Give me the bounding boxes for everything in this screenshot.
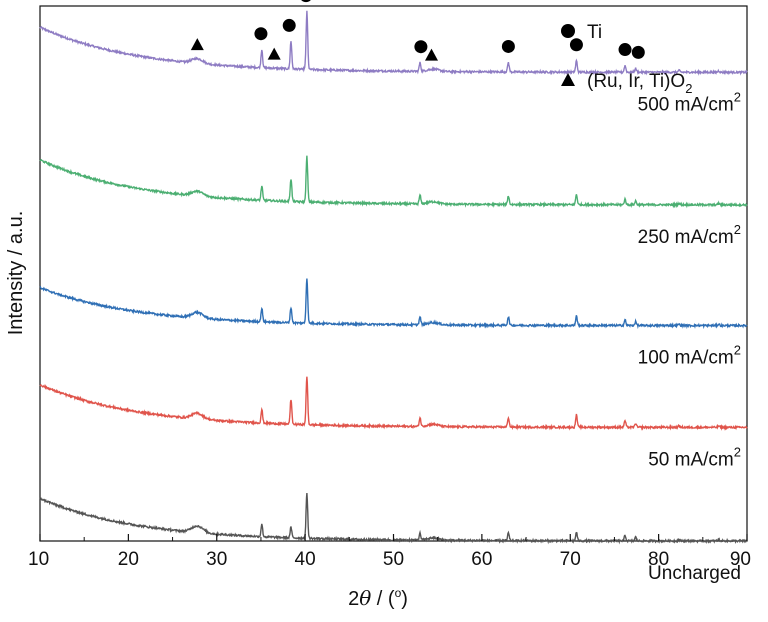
series-label-3: 50 mA/cm2	[648, 444, 741, 470]
ti-peak-marker	[282, 18, 296, 32]
x-axis-title: 2θ / (o)	[348, 586, 408, 610]
series-label-text: Uncharged	[648, 563, 741, 584]
ti-peak-marker	[301, 0, 311, 3]
series-line-3	[39, 376, 748, 431]
series-label-text: 250 mA/cm	[638, 227, 734, 248]
ti-peak-marker	[254, 27, 268, 41]
ti-peak-marker	[569, 38, 583, 52]
series-label-sup: 2	[734, 343, 741, 358]
series-label-text: 500 mA/cm	[638, 94, 734, 115]
x-tick-label: 70	[560, 549, 581, 570]
x-tick-label: 80	[648, 549, 669, 570]
x-tick-label: 20	[118, 549, 139, 570]
ti-peak-marker	[501, 39, 515, 53]
oxide-peak-marker	[190, 38, 204, 51]
x-axis-title-theta: θ	[359, 586, 371, 610]
series-label-sup: 2	[734, 89, 741, 104]
series-label-text: 100 mA/cm	[638, 348, 734, 369]
series-label-sup: 2	[734, 444, 741, 459]
oxide-peak-marker	[425, 48, 439, 61]
y-axis-title: Intensity / a.u.	[5, 211, 27, 336]
series-label-text: 50 mA/cm	[648, 449, 734, 470]
series-label-4: Uncharged	[648, 563, 741, 584]
peak-markers	[190, 0, 645, 61]
legend-label-text: Ti	[587, 22, 602, 43]
x-axis-title-prefix: 2	[348, 588, 359, 610]
series-label-sup: 2	[734, 222, 741, 237]
x-tick-label: 60	[471, 549, 492, 570]
x-tick-label: 50	[383, 549, 404, 570]
legend-circle-icon	[561, 24, 575, 38]
series-label-1: 250 mA/cm2	[638, 222, 741, 248]
legend-triangle-icon	[561, 73, 575, 86]
x-tick-label: 30	[206, 549, 227, 570]
legend: Ti (Ru, Ir, Ti)O2	[561, 22, 692, 96]
legend-label-text: (Ru, Ir, Ti)O	[587, 71, 685, 92]
x-tick-label: 10	[28, 549, 49, 570]
ti-peak-marker	[618, 43, 632, 57]
x-axis-title-unit: o	[395, 586, 402, 600]
series-label-2: 100 mA/cm2	[638, 343, 741, 369]
x-axis-ticks: 10 20 30 40 50 60 70 80 90	[28, 534, 751, 570]
legend-label-sub: 2	[685, 81, 692, 96]
x-axis-title-unit-open: / (	[371, 588, 395, 610]
oxide-peak-marker	[267, 47, 281, 60]
x-tick-label: 40	[295, 549, 316, 570]
ti-peak-marker	[414, 40, 428, 54]
series-line-1	[39, 155, 748, 209]
series-layer	[39, 10, 748, 545]
series-label-0: 500 mA/cm2	[638, 89, 741, 115]
series-line-0	[39, 10, 748, 76]
ti-peak-marker	[631, 45, 645, 59]
x-tick-label: 90	[730, 549, 751, 570]
x-axis-title-unit-close: )	[401, 588, 408, 610]
legend-label-1: (Ru, Ir, Ti)O2	[587, 71, 692, 96]
series-line-2	[39, 278, 748, 330]
legend-label-0: Ti	[587, 22, 602, 43]
